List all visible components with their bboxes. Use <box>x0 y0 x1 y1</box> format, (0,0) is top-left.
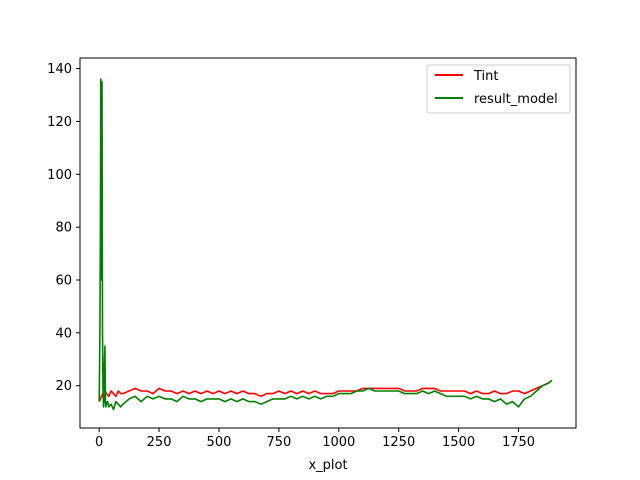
plot-area <box>80 58 576 428</box>
x-axis-label: x_plot <box>308 458 347 473</box>
plot-frame <box>79 57 577 429</box>
series-line-tint <box>98 379 553 402</box>
x-tick-label: 250 <box>147 435 172 450</box>
x-tick-label: 1500 <box>442 435 475 450</box>
y-axis-ticks: 20 40 60 80 100 120 140 <box>47 62 80 394</box>
y-tick-label: 120 <box>47 115 72 130</box>
series-line-result-model <box>98 78 553 411</box>
legend-box <box>426 64 571 114</box>
y-tick-label: 140 <box>47 62 72 77</box>
x-tick-label: 750 <box>266 435 291 450</box>
legend-label-tint: Tint <box>473 69 499 84</box>
y-tick-label: 20 <box>55 379 72 394</box>
legend: Tint result_model <box>426 64 571 114</box>
y-tick-label: 40 <box>55 326 72 341</box>
series-layer <box>98 78 553 411</box>
y-tick-label: 100 <box>47 168 72 183</box>
y-tick-label: 80 <box>55 221 72 236</box>
legend-label-result-model: result_model <box>474 92 558 107</box>
y-tick-label: 60 <box>55 274 72 289</box>
x-tick-label: 1000 <box>322 435 355 450</box>
x-tick-label: 0 <box>95 435 103 450</box>
x-tick-label: 500 <box>207 435 232 450</box>
x-tick-label: 1250 <box>382 435 415 450</box>
x-tick-label: 1750 <box>502 435 535 450</box>
x-axis-ticks: 0 250 500 750 1000 1250 1500 1750 <box>95 428 535 450</box>
